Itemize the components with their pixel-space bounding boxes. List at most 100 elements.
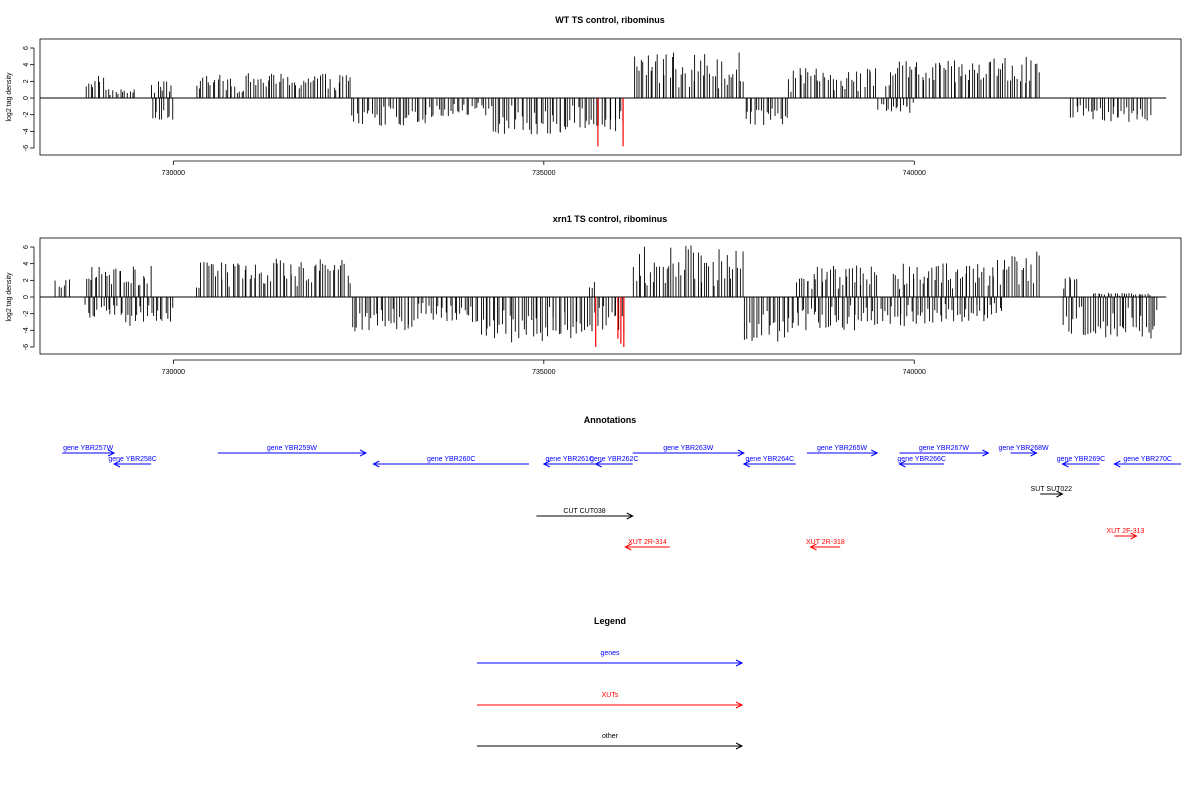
annotation-label: gene YBR262C	[590, 456, 639, 463]
wt-y-tick-label: 2	[23, 79, 30, 83]
annotation-xut: XUT 2R-318	[806, 539, 845, 551]
annotation-arrowhead	[594, 460, 602, 468]
annotation-xut: XUT 2F-313	[1106, 528, 1145, 540]
annotation-xut: XUT 2R-314	[624, 539, 670, 551]
annotation-arrowhead	[542, 460, 551, 468]
legend-label: XUTs	[602, 692, 619, 699]
annotation-label: XUT 2F-313	[1106, 528, 1144, 535]
annotation-arrowhead	[1130, 532, 1138, 540]
annotation-other: SUT SUT022	[1031, 486, 1073, 498]
annotation-other: CUT CUT038	[536, 508, 634, 520]
annotation-label: gene YBR261C	[545, 456, 594, 463]
annotation-label: XUT 2R-318	[806, 539, 845, 546]
annotation-arrowhead	[809, 543, 817, 551]
annotation-gene: gene YBR261C	[542, 456, 596, 468]
xrn1-y-tick-label: 2	[23, 278, 30, 282]
legend-label: other	[602, 733, 619, 740]
legend-item-xuts: XUTs	[477, 692, 744, 709]
annotation-label: gene YBR269C	[1057, 456, 1106, 463]
annotation-label: gene YBR263W	[663, 445, 713, 452]
annotation-label: gene YBR257W	[63, 445, 113, 452]
annotation-gene: gene YBR257W	[62, 445, 116, 457]
xrn1-y-axis-label: log2 tag density	[6, 272, 13, 322]
annotation-gene: gene YBR270C	[1113, 456, 1181, 468]
annotation-gene: gene YBR265W	[806, 445, 879, 457]
annotation-gene: gene YBR262C	[590, 456, 639, 468]
annotation-gene: gene YBR260C	[372, 456, 529, 468]
xrn1-x-tick-label: 730000	[162, 369, 185, 376]
annotation-label: gene YBR268W	[999, 445, 1049, 452]
wt-x-tick-label: 735000	[532, 170, 555, 177]
wt-y-tick-label: 4	[23, 63, 30, 67]
annotations-title: Annotations	[584, 415, 637, 425]
annotation-arrowhead	[1056, 490, 1064, 498]
xrn1-plot-frame	[39, 237, 1182, 355]
wt-plot-frame	[39, 38, 1182, 156]
annotation-label: gene YBR266C	[897, 456, 946, 463]
annotation-gene: gene YBR268W	[999, 445, 1049, 457]
xrn1-axes-group: -6 -4 -2 0 2 4 6 730000 735000 740000	[23, 245, 926, 376]
annotation-arrowhead	[742, 460, 751, 468]
legend-arrowhead	[735, 701, 744, 709]
annotation-gene: gene YBR267W	[899, 445, 990, 457]
annotation-arrowhead	[626, 512, 634, 520]
annotation-gene: gene YBR263W	[632, 445, 745, 457]
legend-arrowhead	[735, 742, 744, 750]
annotation-label: gene YBR258C	[108, 456, 157, 463]
legend-item-other: other	[477, 733, 744, 750]
xrn1-x-tick-label: 735000	[532, 369, 555, 376]
legend-label: genes	[600, 650, 620, 657]
annotation-label: gene YBR259W	[267, 445, 317, 452]
legend-title: Legend	[594, 616, 626, 626]
annotation-arrowhead	[737, 449, 745, 457]
annotation-arrowhead	[107, 449, 116, 457]
xrn1-y-tick-label: 4	[23, 262, 30, 266]
annotation-arrowhead	[359, 449, 368, 457]
annotation-arrowhead	[624, 543, 632, 551]
wt-x-tick-label: 730000	[162, 170, 185, 177]
annotation-gene: gene YBR258C	[108, 456, 157, 468]
annotation-gene: gene YBR264C	[742, 456, 796, 468]
annotation-arrowhead	[982, 449, 990, 457]
xrn1-y-tick-label: -4	[23, 327, 30, 333]
wt-y-tick-label: 0	[23, 96, 30, 100]
annotation-arrowhead	[898, 460, 906, 468]
legend-panel: Legend genes XUTs other	[477, 616, 744, 750]
wt-x-tick-label: 740000	[903, 170, 926, 177]
legend-items-group: genes XUTs other	[477, 650, 744, 750]
legend-item-genes: genes	[477, 650, 744, 667]
wt-y-axis-label: log2 tag density	[6, 72, 13, 122]
annotation-gene: gene YBR266C	[897, 456, 946, 468]
annotation-label: CUT CUT038	[563, 508, 605, 515]
annotation-label: XUT 2R-314	[628, 539, 667, 546]
annotation-arrowhead	[871, 449, 879, 457]
xrn1-y-tick-label: -6	[23, 344, 30, 350]
annotation-arrowhead	[372, 460, 380, 468]
wt-y-tick-label: 6	[23, 46, 30, 50]
wt-y-tick-label: -6	[23, 145, 30, 151]
annotation-label: SUT SUT022	[1031, 486, 1073, 493]
wt-track-panel: WT TS control, ribominus log2 tag densit…	[6, 15, 1182, 177]
annotation-arrowhead	[1030, 449, 1038, 457]
xrn1-bars-group	[40, 245, 1167, 347]
annotation-gene: gene YBR269C	[1057, 456, 1106, 468]
wt-track-title: WT TS control, ribominus	[555, 15, 665, 25]
annotation-arrowhead	[1113, 460, 1121, 468]
xrn1-x-tick-label: 740000	[903, 369, 926, 376]
legend-arrowhead	[735, 659, 744, 667]
annotation-label: gene YBR260C	[427, 456, 476, 463]
annotation-features-group: gene YBR257W gene YBR258C gene YBR259W gene…	[62, 445, 1181, 551]
annotation-label: gene YBR267W	[919, 445, 969, 452]
annotation-label: gene YBR264C	[746, 456, 795, 463]
xrn1-track-title: xrn1 TS control, ribominus	[553, 214, 668, 224]
wt-y-tick-label: -2	[23, 111, 30, 117]
annotation-arrowhead	[112, 460, 121, 468]
annotation-label: gene YBR270C	[1123, 456, 1172, 463]
wt-axes-group: -6 -4 -2 0 2 4 6 730000 735000 740000	[23, 46, 926, 177]
xrn1-y-tick-label: 0	[23, 295, 30, 299]
xrn1-y-tick-label: 6	[23, 245, 30, 249]
wt-bars-group	[40, 52, 1167, 147]
xrn1-track-panel: xrn1 TS control, ribominus log2 tag dens…	[6, 214, 1182, 376]
